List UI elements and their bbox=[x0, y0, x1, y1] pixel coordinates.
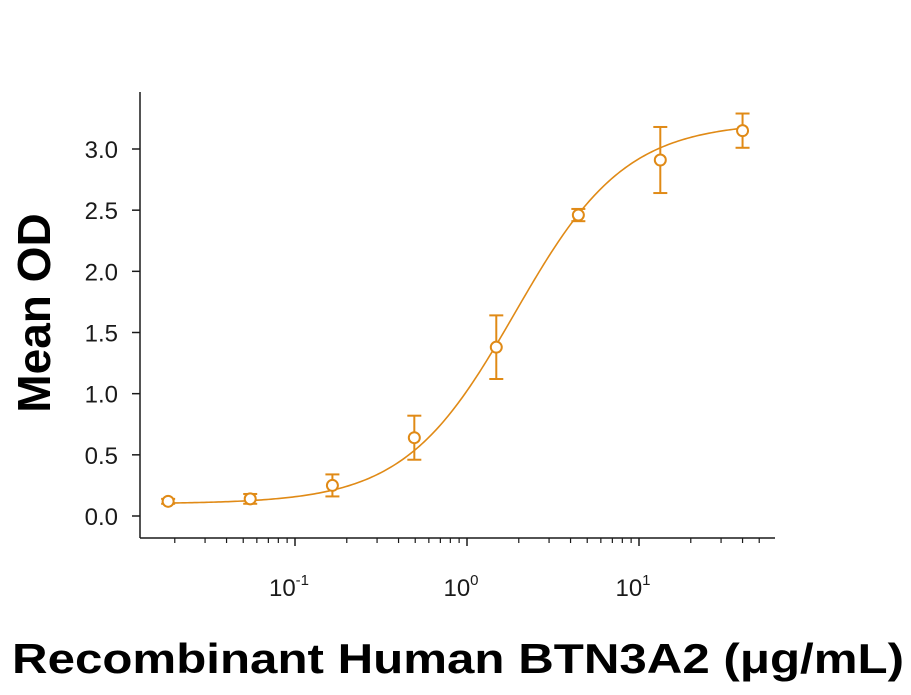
x-tick-label: 100 bbox=[443, 572, 478, 602]
data-point bbox=[325, 478, 339, 492]
y-tick-label: 1.0 bbox=[85, 382, 118, 409]
axis-labels-group: Mean OD Recombinant Human BTN3A2 (μg/mL) bbox=[8, 213, 904, 682]
data-point bbox=[161, 494, 175, 508]
data-point bbox=[571, 208, 585, 222]
data-point bbox=[736, 124, 750, 138]
y-tick-label: 0.5 bbox=[85, 443, 118, 470]
data-point bbox=[653, 153, 667, 167]
y-tick-label: 1.5 bbox=[85, 321, 118, 348]
axes-group: 0.0 0.5 1.0 1.5 2.0 2.5 3.0 10-1 100 101 bbox=[85, 92, 775, 602]
x-axis-title: Recombinant Human BTN3A2 (μg/mL) bbox=[12, 635, 904, 682]
y-axis-title: Mean OD bbox=[8, 213, 60, 412]
x-tick-label: 10-1 bbox=[269, 572, 309, 602]
y-tick-label: 0.0 bbox=[85, 504, 118, 531]
y-tick-label: 2.0 bbox=[85, 259, 118, 286]
data-points-group bbox=[161, 112, 750, 508]
y-tick-label: 3.0 bbox=[85, 137, 118, 164]
y-tick-label: 2.5 bbox=[85, 198, 118, 225]
fit-curve-group bbox=[168, 127, 743, 504]
fit-curve bbox=[168, 127, 743, 504]
data-point bbox=[243, 492, 257, 506]
data-point bbox=[407, 431, 421, 445]
data-point bbox=[489, 340, 503, 354]
x-tick-label: 101 bbox=[615, 572, 650, 602]
